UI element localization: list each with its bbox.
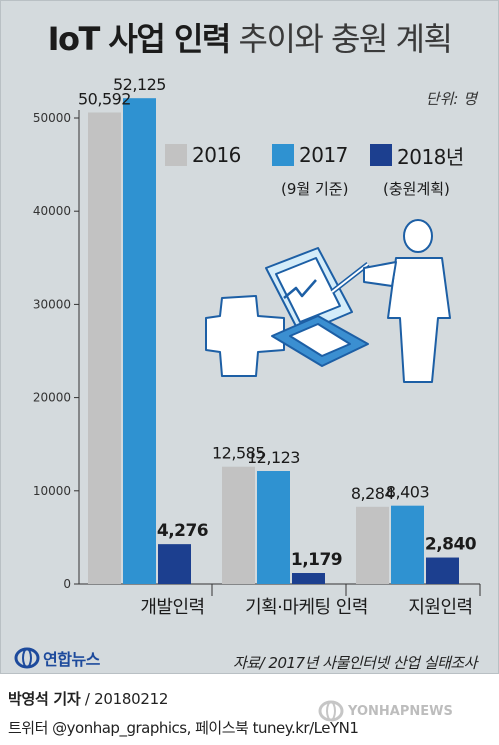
data-label: 12,585 bbox=[212, 444, 265, 463]
person-icon bbox=[403, 219, 433, 253]
credit-name: 박영석 기자 bbox=[8, 690, 81, 708]
data-label: 2,840 bbox=[425, 535, 477, 555]
legend-label-2018: 2018년 bbox=[397, 144, 464, 169]
data-label: 4,276 bbox=[157, 521, 208, 541]
yonhap-logo-icon bbox=[14, 647, 40, 669]
watermark-icon bbox=[318, 700, 344, 722]
category-label: 기획·마케팅 인력 bbox=[245, 597, 368, 618]
bar-2017-2 bbox=[391, 505, 424, 584]
y-tick-label: 40000 bbox=[33, 204, 71, 218]
data-label: 8,403 bbox=[386, 483, 429, 502]
legend-item-2017: 2017 bbox=[272, 142, 348, 168]
bar-2017-0 bbox=[123, 98, 156, 584]
cross-icon bbox=[205, 295, 285, 377]
bar-2018년-0 bbox=[158, 544, 191, 584]
legend-item-2016: 2016 bbox=[165, 142, 241, 168]
legend-note-2017: (9월 기준) bbox=[281, 180, 349, 198]
legend-note-2018: (충원계획) bbox=[383, 180, 450, 198]
credit: 박영석 기자 / 20180212 bbox=[8, 688, 168, 709]
y-tick-label: 10000 bbox=[33, 484, 71, 498]
bar-2018년-1 bbox=[292, 573, 325, 584]
bar-2016-0 bbox=[88, 112, 121, 585]
legend-swatch-2016 bbox=[165, 144, 187, 166]
y-tick-label: 20000 bbox=[33, 391, 71, 405]
yonhap-logo: 연합뉴스 bbox=[14, 646, 100, 670]
legend-label-2016: 2016 bbox=[192, 143, 241, 167]
bar-2016-2 bbox=[356, 506, 389, 584]
social-links: 트위터 @yonhap_graphics, 페이스북 tuney.kr/LeYN… bbox=[8, 719, 359, 737]
bar-2016-1 bbox=[222, 466, 255, 584]
chart-title: IoT 사업 인력 추이와 충원 계획 bbox=[0, 14, 499, 60]
category-label: 개발인력 bbox=[140, 597, 204, 618]
y-tick-label: 30000 bbox=[33, 297, 71, 311]
legend-item-2018: 2018년 bbox=[370, 142, 464, 169]
title-bold: IoT 사업 인력 bbox=[47, 20, 232, 58]
y-tick-label: 50000 bbox=[33, 111, 71, 125]
y-tick-label: 0 bbox=[63, 577, 71, 591]
legend-swatch-2017 bbox=[272, 144, 294, 166]
source-note: 자료/ 2017년 사물인터넷 산업 실태조사 bbox=[232, 654, 478, 672]
bar-2018년-2 bbox=[426, 557, 459, 584]
logo-text: 연합뉴스 bbox=[43, 650, 100, 669]
legend-label-2017: 2017 bbox=[299, 143, 348, 167]
unit-label: 단위: 명 bbox=[425, 90, 477, 108]
legend: 2016 2017 (9월 기준) 2018년 (충원계획) bbox=[165, 142, 485, 212]
iot-illustration bbox=[205, 219, 451, 383]
data-label: 8,284 bbox=[351, 484, 395, 503]
data-label: 50,592 bbox=[78, 89, 131, 108]
data-label: 1,179 bbox=[291, 550, 342, 570]
category-label: 지원인력 bbox=[408, 597, 472, 618]
title-light: 추이와 충원 계획 bbox=[238, 20, 453, 58]
data-label: 12,123 bbox=[247, 448, 300, 467]
bar-2017-1 bbox=[257, 471, 290, 584]
watermark-text: YONHAPNEWS bbox=[348, 703, 453, 719]
watermark: YONHAPNEWS bbox=[318, 700, 453, 722]
legend-swatch-2018 bbox=[370, 144, 392, 166]
data-label: 52,125 bbox=[113, 75, 166, 94]
credit-date: / 20180212 bbox=[84, 690, 169, 708]
